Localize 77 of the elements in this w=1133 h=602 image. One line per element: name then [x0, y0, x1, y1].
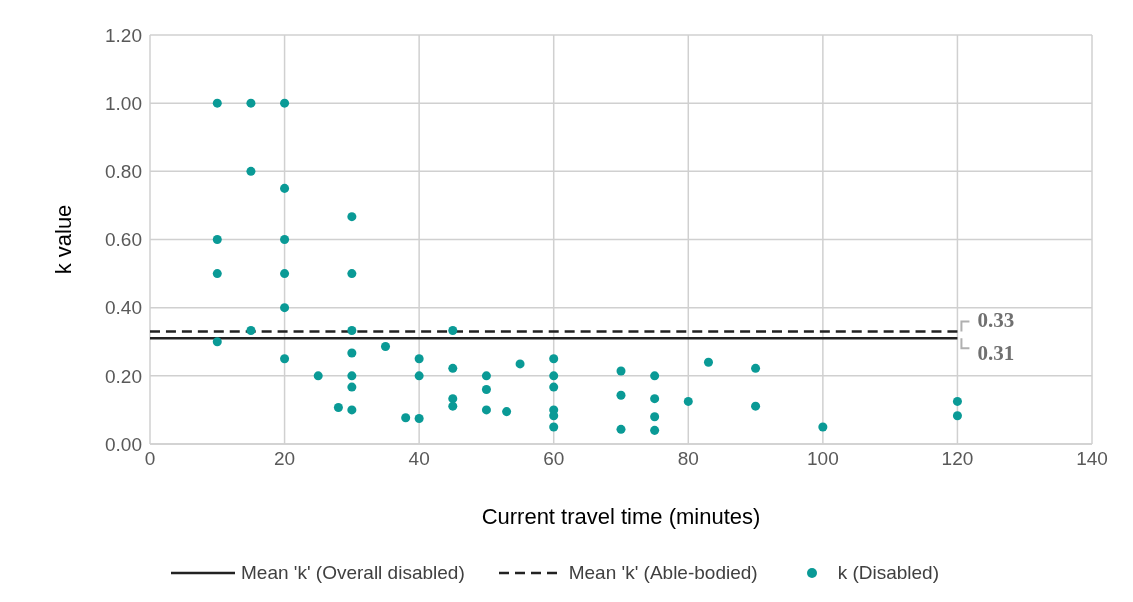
point: [401, 413, 411, 423]
point: [313, 371, 323, 381]
point: [549, 411, 559, 421]
point: [280, 269, 290, 279]
legend-label: Mean 'k' (Overall disabled): [240, 562, 465, 584]
x-tick-label: 60: [543, 448, 565, 470]
point: [481, 371, 491, 381]
point: [650, 371, 660, 381]
x-tick-label: 40: [408, 448, 430, 470]
point: [212, 98, 222, 108]
point: [414, 354, 424, 364]
legend-label: k (Disabled): [837, 562, 939, 584]
legend-label: Mean 'k' (Able-bodied): [568, 562, 758, 584]
point: [212, 269, 222, 279]
point: [448, 363, 458, 373]
point: [280, 303, 290, 313]
point: [212, 337, 222, 347]
x-axis-title: Current travel time (minutes): [481, 504, 761, 529]
y-tick-label: 1.00: [105, 92, 142, 114]
point: [347, 382, 357, 392]
x-tick-label: 80: [677, 448, 699, 470]
point: [616, 366, 626, 376]
point: [280, 183, 290, 193]
y-tick-label: 0.60: [105, 229, 142, 251]
x-tick-label: 0: [144, 448, 156, 470]
x-tick-label: 120: [941, 448, 974, 470]
point: [481, 384, 491, 394]
point: [347, 269, 357, 279]
point: [549, 422, 559, 432]
y-tick-label: 0.40: [105, 297, 142, 319]
point: [952, 411, 962, 421]
point: [818, 422, 828, 432]
point: [280, 98, 290, 108]
point: [448, 326, 458, 336]
point: [650, 425, 660, 435]
point: [448, 394, 458, 404]
point: [414, 413, 424, 423]
point: [549, 354, 559, 364]
point: [952, 396, 962, 406]
annotation: 0.33: [977, 307, 1015, 332]
point: [549, 371, 559, 381]
x-tick-label: 100: [807, 448, 839, 470]
point: [703, 357, 713, 367]
point: [347, 348, 357, 358]
point: [246, 326, 256, 336]
point: [280, 354, 290, 364]
point: [347, 326, 357, 336]
point: [751, 401, 761, 411]
point: [280, 234, 290, 245]
point: [246, 166, 256, 176]
point: [650, 394, 660, 404]
point: [347, 371, 357, 381]
point: [347, 405, 357, 415]
point: [212, 234, 222, 245]
point: [515, 359, 525, 369]
y-tick-label: 1.20: [105, 24, 142, 46]
point: [481, 405, 491, 415]
point: [650, 412, 660, 422]
point: [502, 407, 512, 417]
annotation: 0.31: [977, 340, 1015, 365]
point: [414, 371, 424, 381]
point: [616, 424, 626, 434]
point: [246, 98, 256, 108]
point: [347, 212, 357, 222]
y-tick-label: 0.20: [105, 365, 142, 387]
point: [616, 390, 626, 400]
y-axis-title: k value: [50, 204, 76, 275]
point: [751, 363, 761, 373]
point: [448, 401, 458, 411]
point: [333, 403, 343, 413]
y-tick-label: 0.80: [105, 161, 142, 183]
point: [549, 382, 559, 392]
point: [683, 396, 693, 406]
x-tick-label: 140: [1076, 448, 1108, 470]
point: [380, 342, 391, 352]
x-tick-label: 20: [274, 448, 296, 470]
y-tick-label: 0.00: [105, 433, 142, 455]
